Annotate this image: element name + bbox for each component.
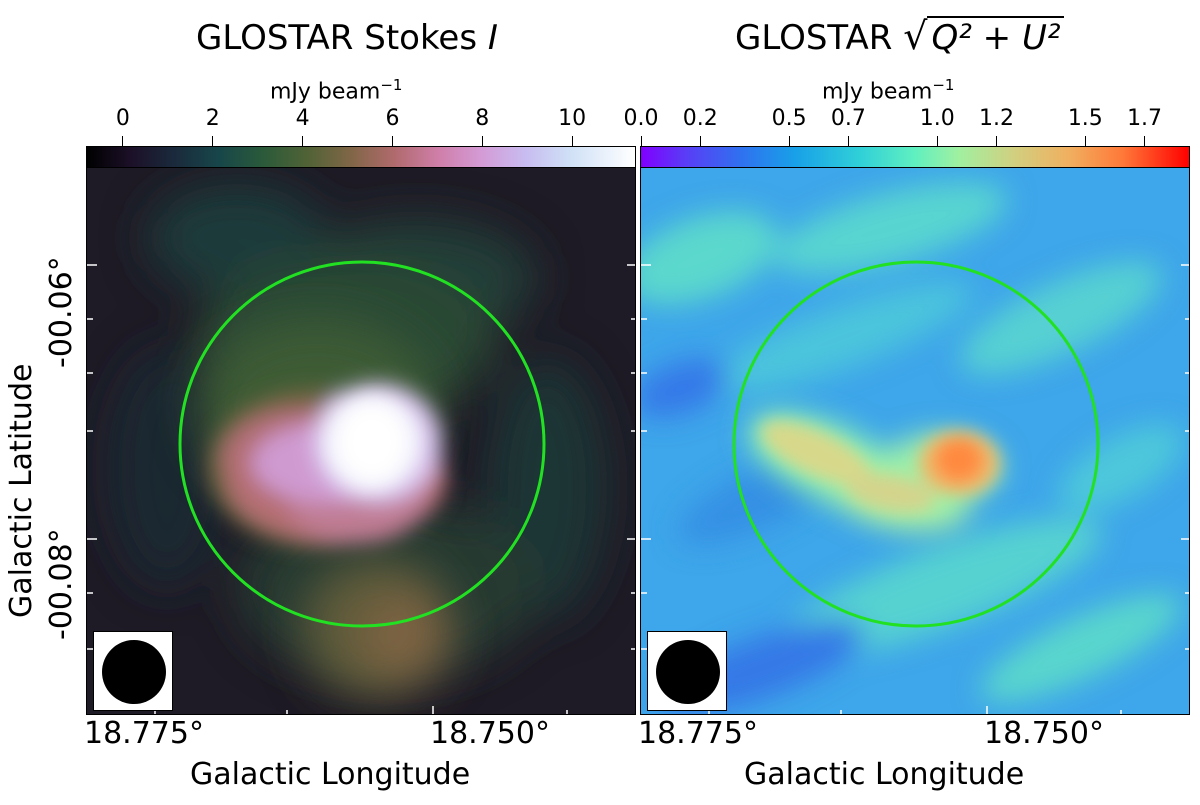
left-y-tick-1: -00.06° <box>44 256 79 368</box>
right-colorbar-unit: mJy beam−1 <box>822 76 954 104</box>
right-colorbar-tick-label: 0.5 <box>771 106 807 131</box>
right-unit-text: mJy beam <box>822 79 933 105</box>
left-colorbar-tick-mark <box>302 136 304 146</box>
left-title-symbol: I <box>487 18 498 58</box>
right-x-tick-2: 18.750° <box>984 716 1104 751</box>
sqrt-sign: √ <box>903 14 928 58</box>
left-title-text: GLOSTAR Stokes <box>196 18 478 58</box>
left-unit-text: mJy beam <box>270 79 381 105</box>
right-image-panel <box>640 167 1190 715</box>
right-colorbar <box>640 146 1190 168</box>
right-colorbar-tick-label: 1.5 <box>1067 106 1103 131</box>
left-colorbar-tick-mark <box>571 136 573 146</box>
right-title-text: GLOSTAR <box>735 18 893 58</box>
right-colorbar-tick-mark <box>1084 136 1086 146</box>
right-beam-ellipse <box>656 640 720 704</box>
left-annotation-circle <box>178 260 546 628</box>
left-x-tick-2: 18.750° <box>430 716 550 751</box>
right-colorbar-tick-mark <box>995 136 997 146</box>
right-title-expr: Q² + U² <box>927 16 1065 58</box>
left-unit-exp: −1 <box>380 76 403 94</box>
right-beam-box <box>647 631 727 711</box>
right-colorbar-tick-mark <box>640 136 642 146</box>
left-image-panel <box>86 167 636 715</box>
right-colorbar-tick-label: 0.2 <box>682 106 718 131</box>
left-beam-ellipse <box>102 640 166 704</box>
right-colorbar-tick-label: 0.0 <box>623 106 659 131</box>
left-colorbar-tick-mark <box>391 136 393 146</box>
left-colorbar-tick-label: 2 <box>205 106 220 131</box>
right-colorbar-tick-label: 1.7 <box>1127 106 1163 131</box>
right-colorbar-tick-label: 1.2 <box>978 106 1014 131</box>
left-colorbar-tick-mark <box>212 136 214 146</box>
left-ylabel: Galactic Latitude <box>4 363 39 618</box>
right-colorbar-tick-label: 1.0 <box>919 106 955 131</box>
left-x-tick-1: 18.775° <box>84 716 204 751</box>
right-panel-title: GLOSTAR √ Q² + U² <box>735 14 1065 58</box>
right-colorbar-tick-mark <box>1144 136 1146 146</box>
left-panel-title: GLOSTAR Stokes I <box>196 18 498 58</box>
left-colorbar-unit: mJy beam−1 <box>270 76 402 104</box>
left-colorbar-tick-label: 10 <box>558 106 587 131</box>
right-annotation-circle <box>732 260 1100 628</box>
stokes-i-map <box>87 168 635 714</box>
right-x-tick-1: 18.775° <box>638 716 758 751</box>
right-colorbar-tick-label: 0.7 <box>830 106 866 131</box>
left-colorbar-tick-label: 0 <box>115 106 130 131</box>
right-xlabel: Galactic Longitude <box>744 757 1025 792</box>
polarized-intensity-map <box>641 168 1189 714</box>
right-colorbar-tick-mark <box>936 136 938 146</box>
left-colorbar <box>86 146 636 168</box>
right-colorbar-tick-mark <box>788 136 790 146</box>
left-colorbar-tick-mark <box>122 136 124 146</box>
left-colorbar-tick-label: 6 <box>385 106 400 131</box>
left-colorbar-tick-label: 8 <box>475 106 490 131</box>
left-y-tick-2: -00.08° <box>44 528 79 640</box>
right-unit-exp: −1 <box>932 76 955 94</box>
left-colorbar-tick-label: 4 <box>295 106 310 131</box>
right-colorbar-tick-mark <box>847 136 849 146</box>
left-xlabel: Galactic Longitude <box>190 757 471 792</box>
left-beam-box <box>93 631 173 711</box>
left-colorbar-tick-mark <box>481 136 483 146</box>
right-colorbar-tick-mark <box>699 136 701 146</box>
